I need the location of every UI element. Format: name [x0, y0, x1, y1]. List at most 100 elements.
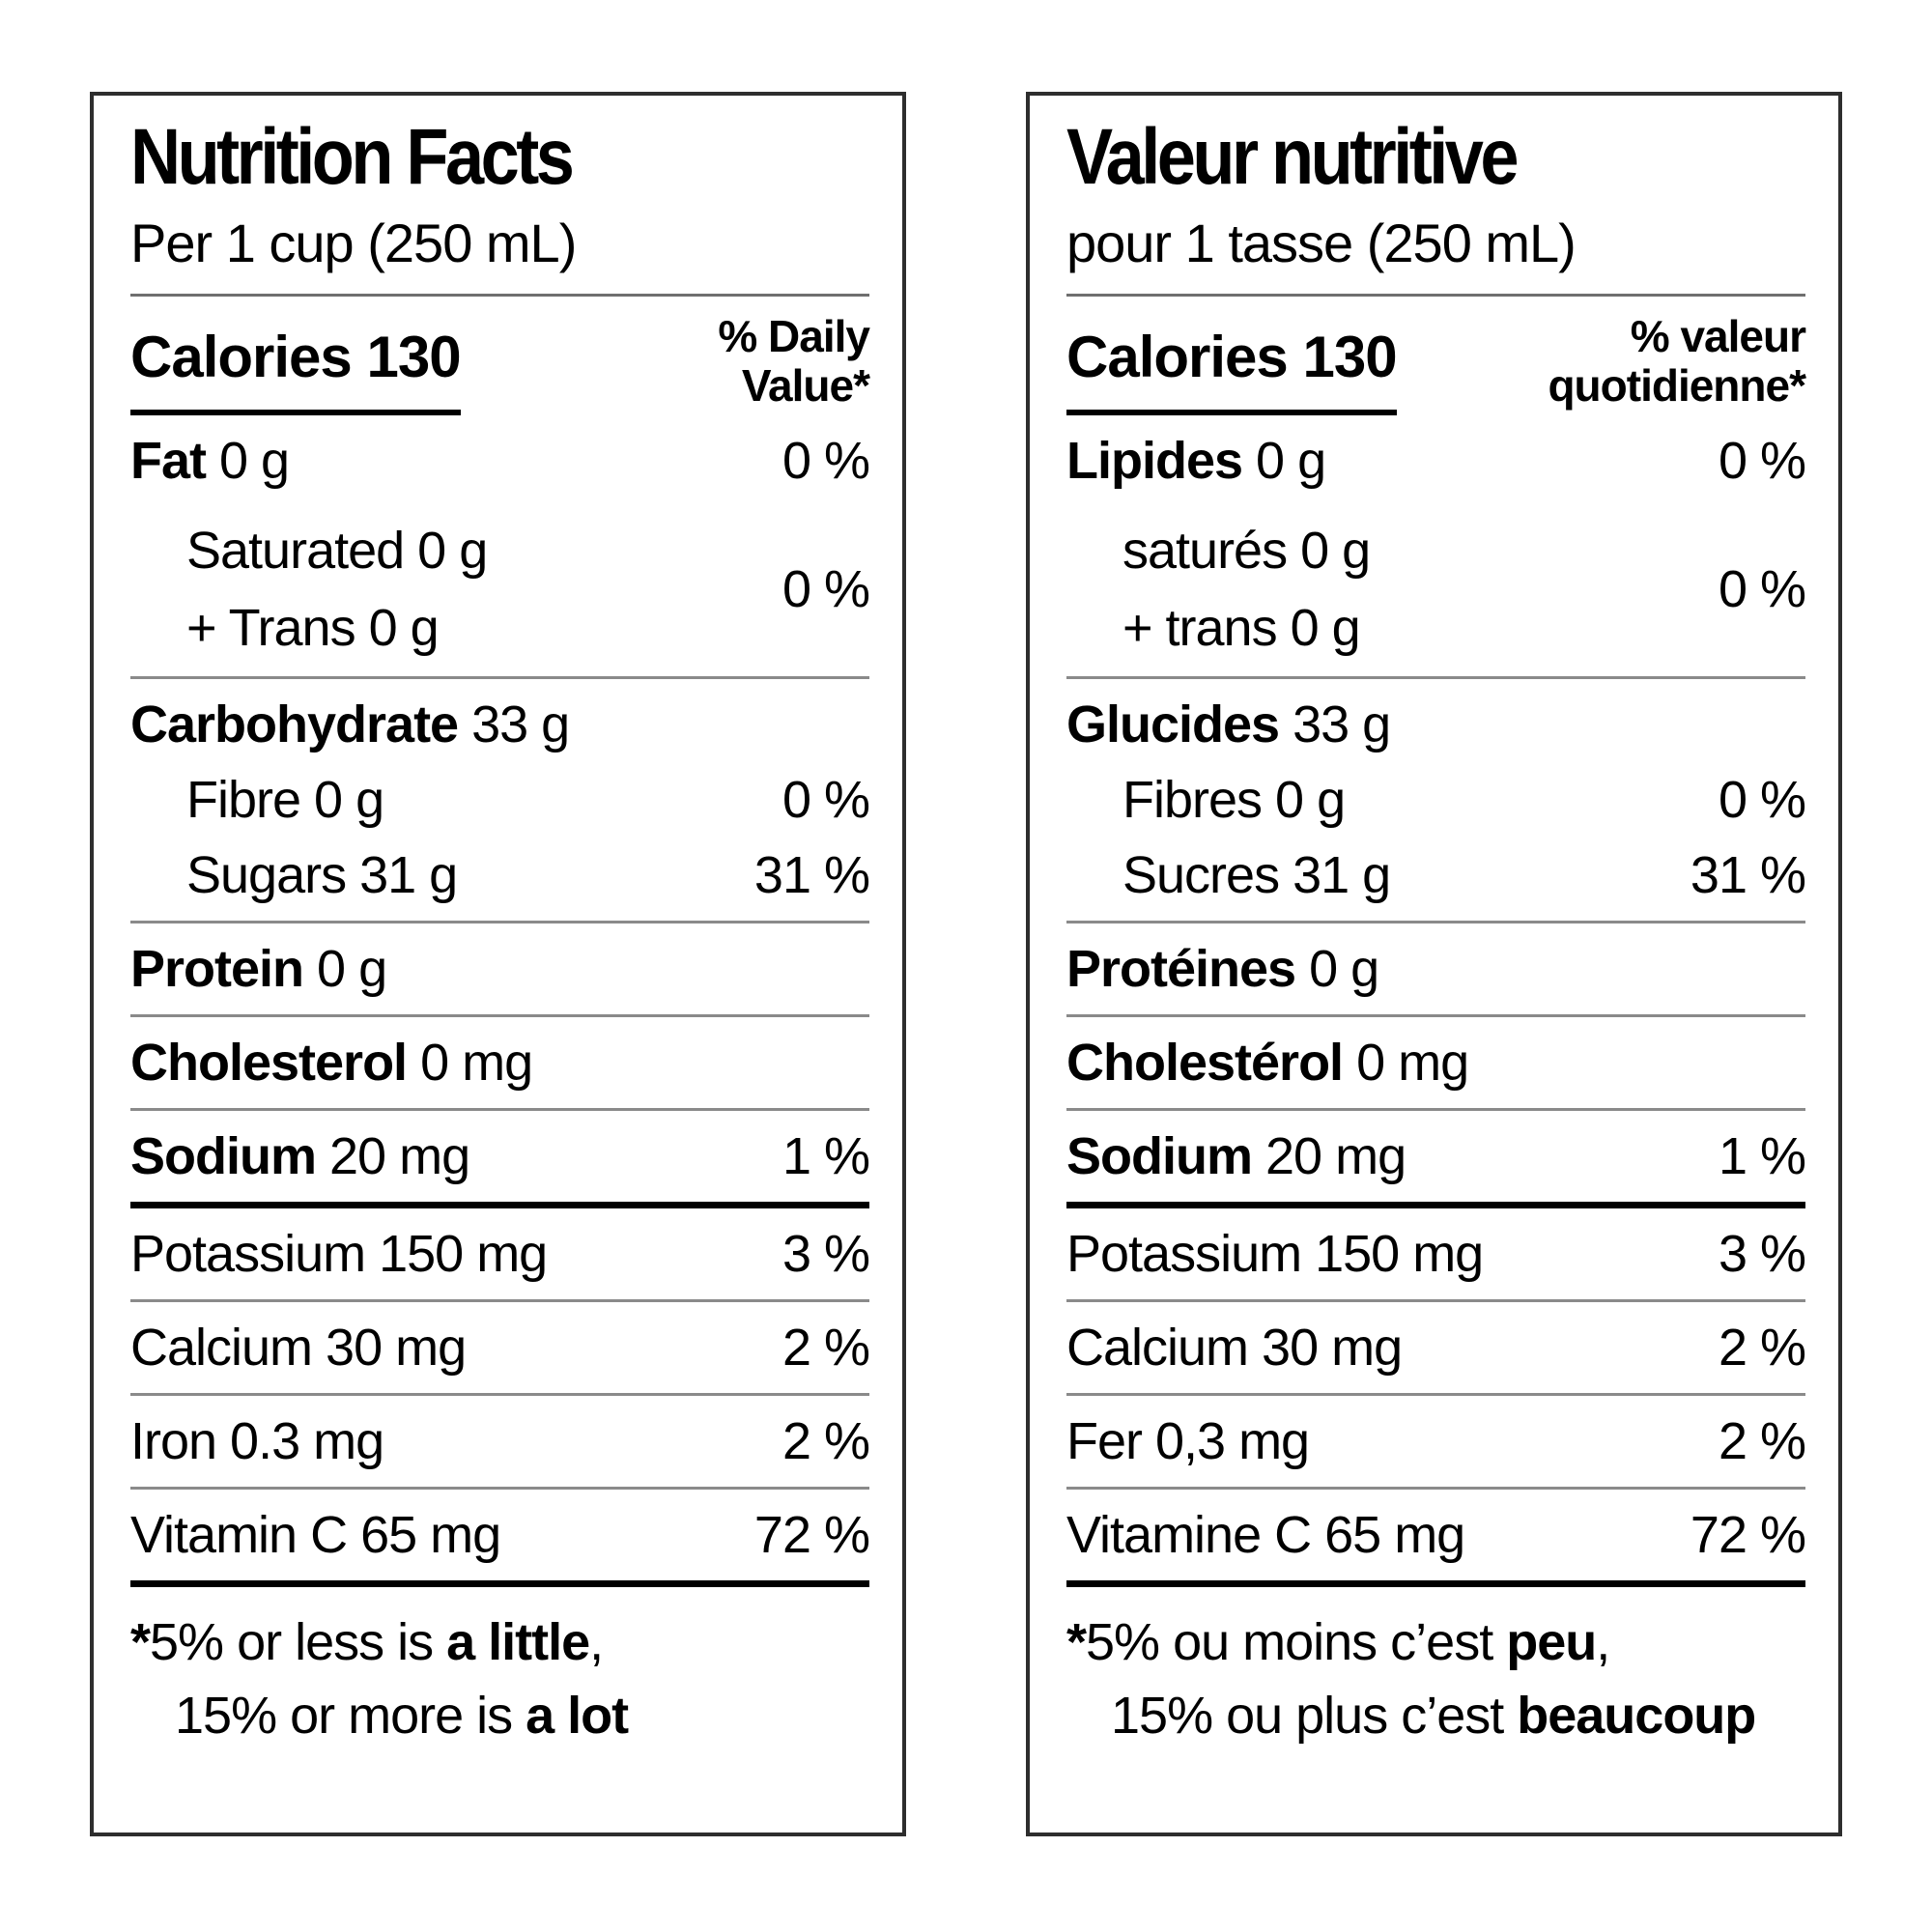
fibre-label-fr: Fibres 0 g — [1122, 770, 1346, 829]
fat-pct-en: 0 % — [781, 431, 870, 490]
footnote-line1-bold-fr: peu — [1506, 1612, 1597, 1671]
calcium-pct-fr: 2 % — [1718, 1318, 1806, 1377]
protein-name-fr: Protéines — [1066, 939, 1296, 998]
nutrient-row-sodium-fr: Sodium 20 mg 1 % — [1066, 1111, 1806, 1202]
nutrient-row-sugars-fr: Sucres 31 g 31 % — [1066, 845, 1806, 921]
fat-amount-en: 0 g — [219, 431, 290, 490]
protein-name-en: Protein — [130, 939, 304, 998]
saturated-trans-pct-en: 0 % — [781, 559, 870, 618]
calcium-pct-en: 2 % — [781, 1318, 870, 1377]
divider-protein-cholesterol-fr — [1066, 1013, 1805, 1017]
nutrient-row-fat-fr: Lipides 0 g 0 % — [1066, 415, 1806, 506]
footnote-line1-bold-en: a little — [446, 1612, 590, 1671]
daily-value-line1-en: % Daily — [718, 310, 870, 361]
cholesterol-amount-fr: 0 mg — [1356, 1033, 1469, 1092]
panel-title-en: Nutrition Facts — [130, 113, 575, 201]
footnote-line2-text-fr: 15% ou plus c’est — [1111, 1686, 1518, 1745]
sugars-label-fr: Sucres 31 g — [1122, 845, 1391, 904]
iron-label-en: Iron 0.3 mg — [130, 1411, 384, 1470]
nutrient-row-protein-en: Protein 0 g — [130, 923, 869, 1014]
panel-title-fr: Valeur nutritive — [1066, 113, 1520, 201]
calories-row-en: Calories 130 — [130, 324, 462, 415]
trans-label-en: + Trans 0 g — [186, 598, 440, 657]
footnote-star-fr: * — [1066, 1612, 1087, 1671]
nutrient-row-cholesterol-fr: Cholestérol 0 mg — [1066, 1017, 1805, 1108]
sodium-name-en: Sodium — [130, 1126, 317, 1185]
carb-amount-fr: 33 g — [1293, 695, 1391, 753]
divider-sugars-protein-en — [130, 920, 869, 923]
potassium-label-fr: Potassium 150 mg — [1066, 1224, 1484, 1283]
daily-value-line2-fr: quotidienne* — [1548, 360, 1806, 412]
calories-value-en: 130 — [366, 324, 461, 389]
fibre-label-en: Fibre 0 g — [186, 770, 384, 829]
nutrient-row-fibre-en: Fibre 0 g 0 % — [130, 770, 870, 845]
nutrient-row-calcium-fr: Calcium 30 mg 2 % — [1066, 1302, 1806, 1393]
footnote-line1-post-en: , — [589, 1612, 604, 1671]
nutrient-row-saturated-trans-fr: saturés 0 g + trans 0 g 0 % — [1066, 506, 1806, 676]
nutrient-row-fat-en: Fat 0 g 0 % — [130, 415, 870, 506]
divider-calcium-iron-fr — [1066, 1392, 1805, 1396]
divider-cholesterol-sodium-en — [130, 1107, 869, 1111]
sugars-label-en: Sugars 31 g — [186, 845, 458, 904]
nutrition-facts-panel-fr: Valeur nutritive pour 1 tasse (250 mL) C… — [1026, 92, 1842, 1836]
nutrient-row-fibre-fr: Fibres 0 g 0 % — [1066, 770, 1806, 845]
divider-iron-vitaminc-fr — [1066, 1486, 1805, 1490]
footnote-en: *5% or less is a little, 15% or more is … — [130, 1587, 869, 1746]
nutrient-row-sugars-en: Sugars 31 g 31 % — [130, 845, 870, 921]
nutrient-row-carbohydrate-en: Carbohydrate 33 g — [130, 679, 869, 770]
fat-pct-fr: 0 % — [1718, 431, 1806, 490]
calories-value-fr: 130 — [1302, 324, 1397, 389]
sugars-pct-en: 31 % — [753, 845, 870, 904]
sugars-pct-fr: 31 % — [1690, 845, 1806, 904]
potassium-pct-fr: 3 % — [1718, 1224, 1806, 1283]
footnote-line1-text-en: 5% or less is — [150, 1612, 447, 1671]
carb-name-fr: Glucides — [1066, 695, 1280, 753]
saturated-label-fr: saturés 0 g — [1122, 521, 1371, 580]
saturated-trans-pct-fr: 0 % — [1718, 559, 1806, 618]
calories-row-fr: Calories 130 — [1066, 324, 1398, 415]
carb-name-en: Carbohydrate — [130, 695, 459, 753]
nutrient-row-saturated-trans-en: Saturated 0 g + Trans 0 g 0 % — [130, 506, 870, 676]
serving-size-fr: pour 1 tasse (250 mL) — [1066, 212, 1577, 273]
divider-serving-en — [130, 293, 869, 297]
daily-value-line2-en: Value* — [741, 360, 870, 412]
nutrient-row-cholesterol-en: Cholesterol 0 mg — [130, 1017, 869, 1108]
divider-serving-fr — [1066, 293, 1805, 297]
trans-label-fr: + trans 0 g — [1122, 598, 1361, 657]
fat-name-en: Fat — [130, 431, 207, 490]
iron-label-fr: Fer 0,3 mg — [1066, 1411, 1310, 1470]
nutrient-row-iron-fr: Fer 0,3 mg 2 % — [1066, 1396, 1806, 1487]
protein-amount-fr: 0 g — [1309, 939, 1379, 998]
nutrient-row-iron-en: Iron 0.3 mg 2 % — [130, 1396, 870, 1487]
potassium-pct-en: 3 % — [781, 1224, 870, 1283]
vitaminc-label-fr: Vitamine C 65 mg — [1066, 1505, 1465, 1564]
nutrient-row-protein-fr: Protéines 0 g — [1066, 923, 1805, 1014]
nutrient-row-sodium-en: Sodium 20 mg 1 % — [130, 1111, 870, 1202]
vitaminc-pct-fr: 72 % — [1690, 1505, 1806, 1564]
divider-vitaminc-footnote-fr — [1066, 1579, 1805, 1587]
divider-sodium-potassium-en — [130, 1201, 869, 1208]
cholesterol-amount-en: 0 mg — [420, 1033, 533, 1092]
fibre-pct-en: 0 % — [781, 770, 870, 829]
fibre-pct-fr: 0 % — [1718, 770, 1806, 829]
daily-value-header-en: % Daily Value* — [718, 310, 870, 415]
daily-value-line1-fr: % valeur — [1630, 310, 1806, 361]
divider-sodium-potassium-fr — [1066, 1201, 1805, 1208]
nutrient-row-carbohydrate-fr: Glucides 33 g — [1066, 679, 1805, 770]
footnote-line1-text-fr: 5% ou moins c’est — [1086, 1612, 1507, 1671]
calories-label-en: Calories — [130, 324, 353, 389]
sodium-name-fr: Sodium — [1066, 1126, 1253, 1185]
nutrient-row-potassium-fr: Potassium 150 mg 3 % — [1066, 1208, 1806, 1299]
saturated-label-en: Saturated 0 g — [186, 521, 488, 580]
divider-protein-cholesterol-en — [130, 1013, 869, 1017]
divider-vitaminc-footnote-en — [130, 1579, 869, 1587]
iron-pct-en: 2 % — [781, 1411, 870, 1470]
nutrient-row-calcium-en: Calcium 30 mg 2 % — [130, 1302, 870, 1393]
carb-amount-en: 33 g — [471, 695, 570, 753]
footnote-line1-post-fr: , — [1596, 1612, 1610, 1671]
sodium-pct-en: 1 % — [781, 1126, 870, 1185]
nutrition-facts-panel-en: Nutrition Facts Per 1 cup (250 mL) Calor… — [90, 92, 906, 1836]
calcium-label-fr: Calcium 30 mg — [1066, 1318, 1403, 1377]
fat-amount-fr: 0 g — [1256, 431, 1326, 490]
